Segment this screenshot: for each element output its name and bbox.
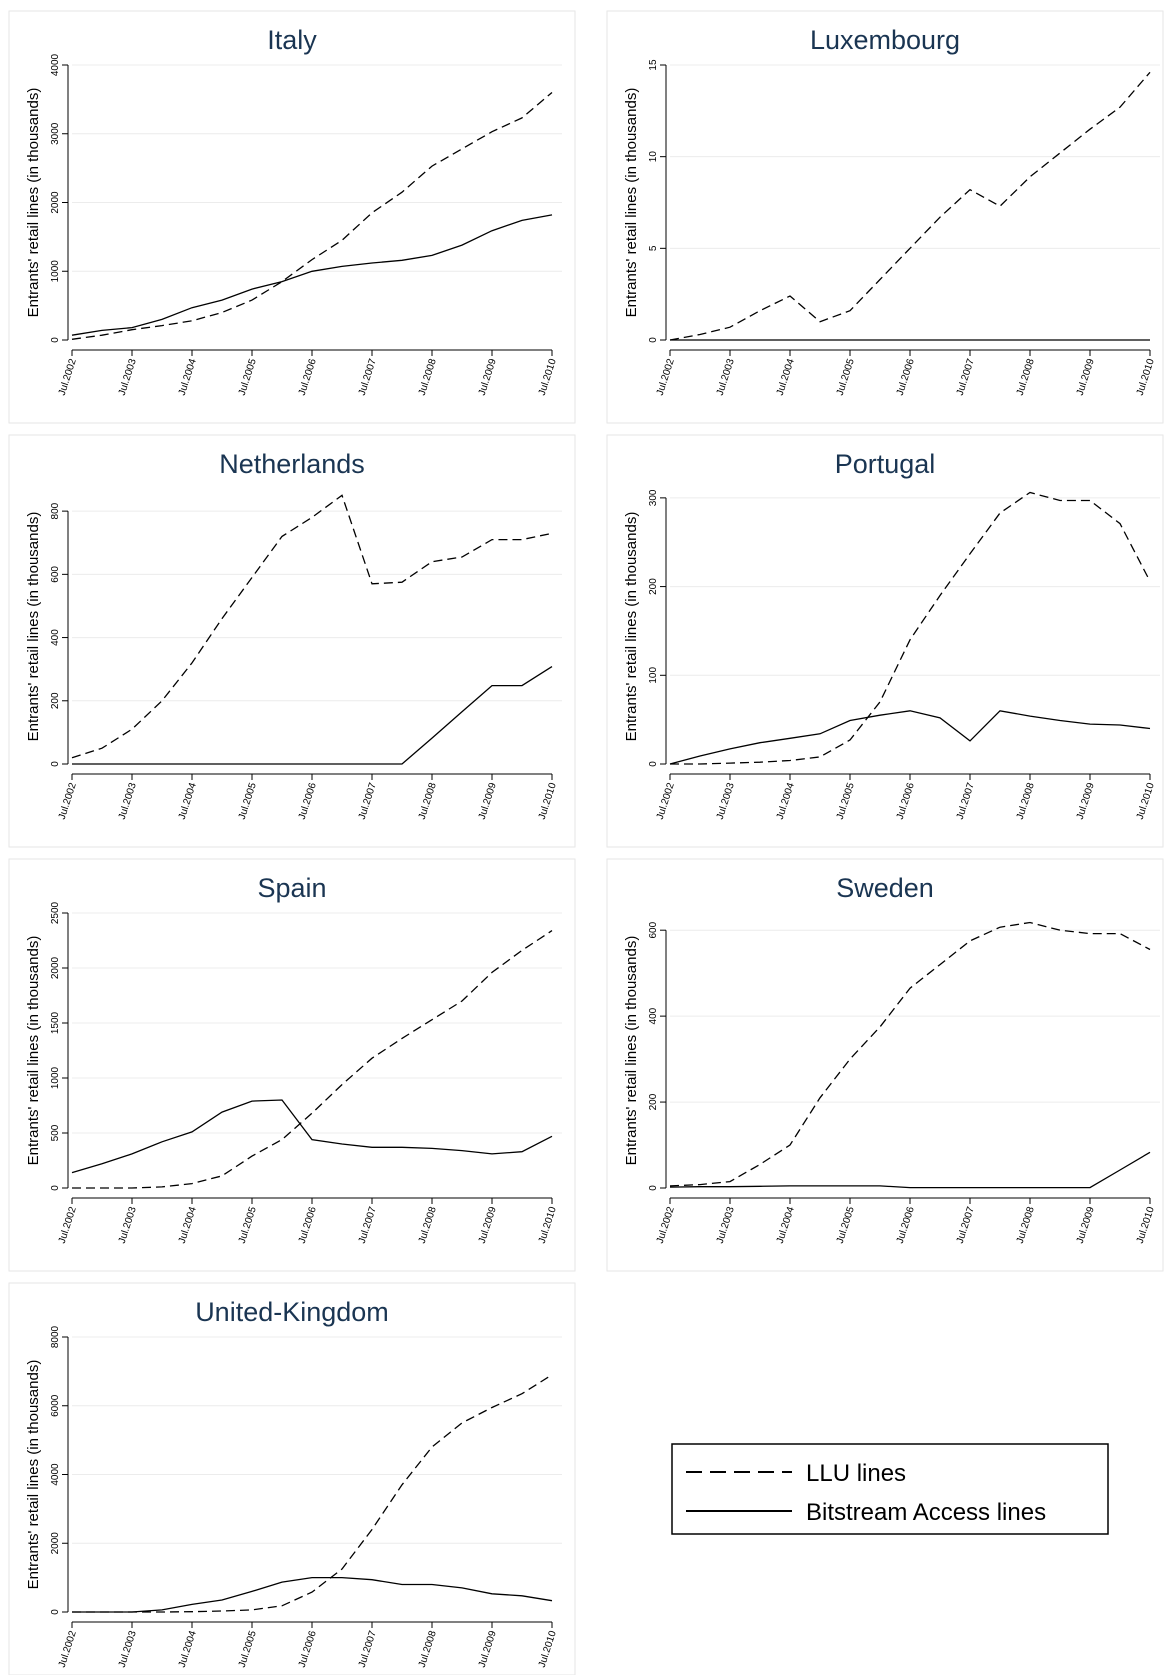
y-tick-label: 0 [50, 1185, 61, 1191]
y-tick-label: 400 [50, 629, 61, 646]
y-tick-label: 0 [50, 761, 61, 767]
y-tick-label: 200 [648, 1093, 659, 1110]
y-tick-label: 15 [648, 59, 659, 71]
panel-frame [8, 1282, 576, 1675]
chart-portugal: Portugal Entrants' retail lines (in thous… [606, 434, 1164, 848]
chart-united-kingdom: United-Kingdom Entrants' retail lines (in… [8, 1282, 576, 1675]
panel-frame [8, 10, 576, 424]
llu-series-line [72, 1374, 553, 1613]
chart-panels: Italy Entrants' retail lines (in thousand… [8, 10, 1164, 1675]
y-tick-label: 600 [648, 921, 659, 938]
legend-llu-label: LLU lines [806, 1460, 906, 1487]
y-axis-label: Entrants' retail lines (in thousands) [25, 88, 42, 318]
y-tick-label: 800 [50, 502, 61, 519]
chart-title: Sweden [836, 873, 934, 903]
y-tick-label: 2000 [50, 956, 61, 979]
legend-box [671, 1443, 1109, 1535]
chart-title: United-Kingdom [195, 1297, 389, 1327]
panel-frame [606, 858, 1164, 1272]
y-tick-label: 0 [648, 1185, 659, 1191]
chart-title: Luxembourg [810, 25, 960, 55]
y-tick-label: 0 [648, 761, 659, 767]
legend-bsa-label: Bitstream Access lines [806, 1499, 1046, 1526]
llu-series-line [669, 71, 1151, 341]
panel-frame [8, 858, 576, 1272]
y-tick-label: 300 [648, 489, 659, 506]
y-axis-label: Entrants' retail lines (in thousands) [25, 1360, 42, 1590]
y-axis-label: Entrants' retail lines (in thousands) [25, 512, 42, 742]
chart-luxembourg: Luxembourg Entrants' retail lines (in tho… [606, 10, 1164, 424]
y-tick-label: 200 [648, 578, 659, 595]
y-axis-label: Entrants' retail lines (in thousands) [25, 936, 42, 1166]
y-tick-label: 8000 [50, 1325, 61, 1348]
chart-italy: Italy Entrants' retail lines (in thousand… [8, 10, 576, 424]
panel-frame [606, 434, 1164, 848]
chart-title: Spain [257, 873, 326, 903]
llu-series-line [670, 491, 1151, 765]
y-tick-label: 600 [50, 566, 61, 583]
chart-title: Portugal [835, 449, 936, 479]
y-tick-label: 0 [50, 1609, 61, 1615]
y-tick-label: 1000 [50, 260, 61, 283]
bitstream-series-line [72, 1576, 553, 1613]
y-tick-label: 3000 [50, 122, 61, 145]
y-tick-label: 6000 [50, 1394, 61, 1417]
chart-spain: Spain Entrants' retail lines (in thousand… [8, 858, 576, 1272]
panel-frame [8, 434, 576, 848]
chart-title: Netherlands [219, 449, 365, 479]
llu-series-line [669, 921, 1151, 1187]
panel-frame [606, 10, 1164, 424]
bitstream-series-line [669, 1151, 1151, 1189]
bitstream-series-line [71, 214, 553, 336]
llu-series-line [71, 92, 553, 340]
y-tick-label: 2000 [50, 191, 61, 214]
legend: LLU lines Bitstream Access lines [671, 1443, 1109, 1535]
bitstream-series-line [71, 1099, 553, 1174]
bitstream-series-line [72, 666, 553, 765]
y-axis-label: Entrants' retail lines (in thousands) [623, 88, 640, 318]
y-tick-label: 5 [648, 245, 659, 251]
llu-series-line [72, 930, 553, 1189]
y-tick-label: 1000 [50, 1066, 61, 1089]
bitstream-series-line [669, 710, 1151, 765]
chart-title: Italy [267, 25, 317, 55]
y-tick-label: 400 [648, 1007, 659, 1024]
y-axis-label: Entrants' retail lines (in thousands) [623, 512, 640, 742]
y-tick-label: 4000 [50, 1463, 61, 1486]
y-tick-label: 0 [50, 337, 61, 343]
y-tick-label: 200 [50, 692, 61, 709]
y-tick-label: 2000 [50, 1532, 61, 1555]
y-tick-label: 500 [50, 1124, 61, 1141]
chart-netherlands: Netherlands Entrants' retail lines (in th… [8, 434, 576, 848]
y-tick-label: 100 [648, 667, 659, 684]
y-axis-label: Entrants' retail lines (in thousands) [623, 936, 640, 1166]
y-tick-label: 2500 [50, 901, 61, 924]
chart-sweden: Sweden Entrants' retail lines (in thousan… [606, 858, 1164, 1272]
y-tick-label: 0 [648, 337, 659, 343]
y-tick-label: 10 [648, 151, 659, 163]
y-tick-label: 1500 [50, 1011, 61, 1034]
y-tick-label: 4000 [50, 53, 61, 76]
